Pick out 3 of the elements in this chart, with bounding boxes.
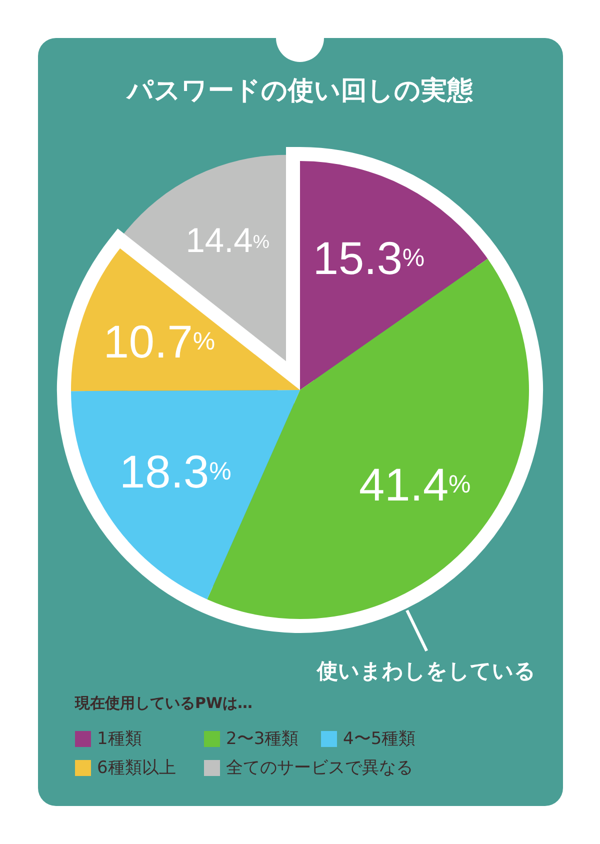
title: パスワードの使い回しの実態 xyxy=(127,76,473,106)
legend-title: 現在使用しているPWは… xyxy=(75,694,253,712)
annotation: 使いまわしをしている xyxy=(317,658,536,683)
